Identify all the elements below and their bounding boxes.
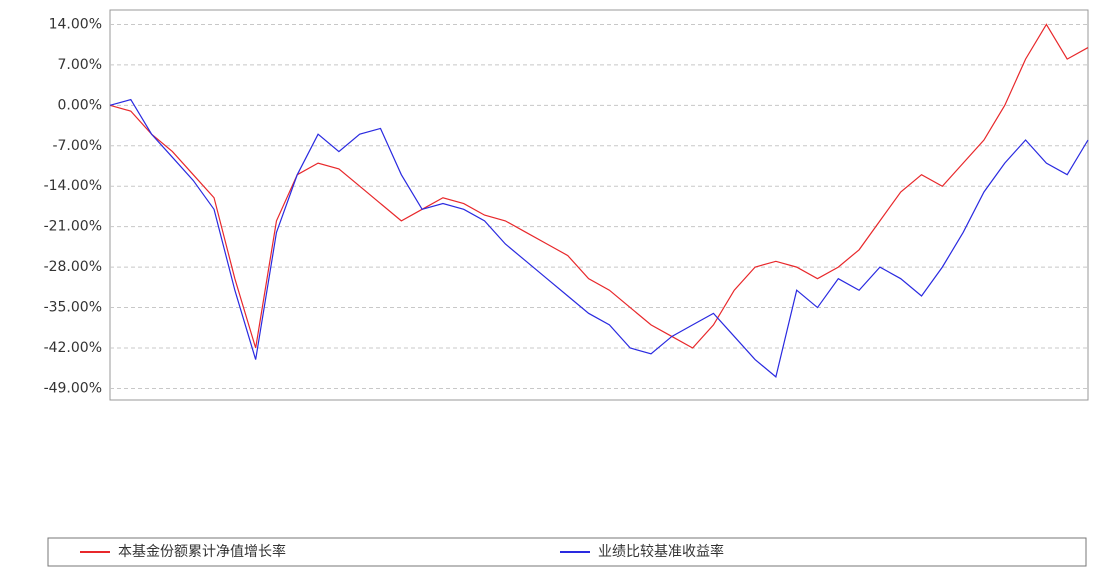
y-tick-label: -14.00% xyxy=(44,178,102,194)
y-tick-label: -28.00% xyxy=(44,259,102,275)
y-tick-label: -42.00% xyxy=(44,340,102,356)
series-line xyxy=(110,24,1088,348)
y-tick-label: -7.00% xyxy=(52,138,102,154)
y-tick-label: 14.00% xyxy=(49,16,102,32)
y-tick-label: 0.00% xyxy=(58,97,102,113)
legend-label: 本基金份额累计净值增长率 xyxy=(118,543,286,560)
y-tick-label: -21.00% xyxy=(44,219,102,235)
y-tick-label: -35.00% xyxy=(44,300,102,316)
y-tick-label: -49.00% xyxy=(44,380,102,396)
y-tick-label: 7.00% xyxy=(58,57,102,73)
chart: 14.00% 7.00% 0.00% -7.00% -14.00% -21.00% -28.… xyxy=(0,0,1111,570)
legend-label: 业绩比较基准收益率 xyxy=(598,543,724,560)
series-line xyxy=(110,100,1088,377)
